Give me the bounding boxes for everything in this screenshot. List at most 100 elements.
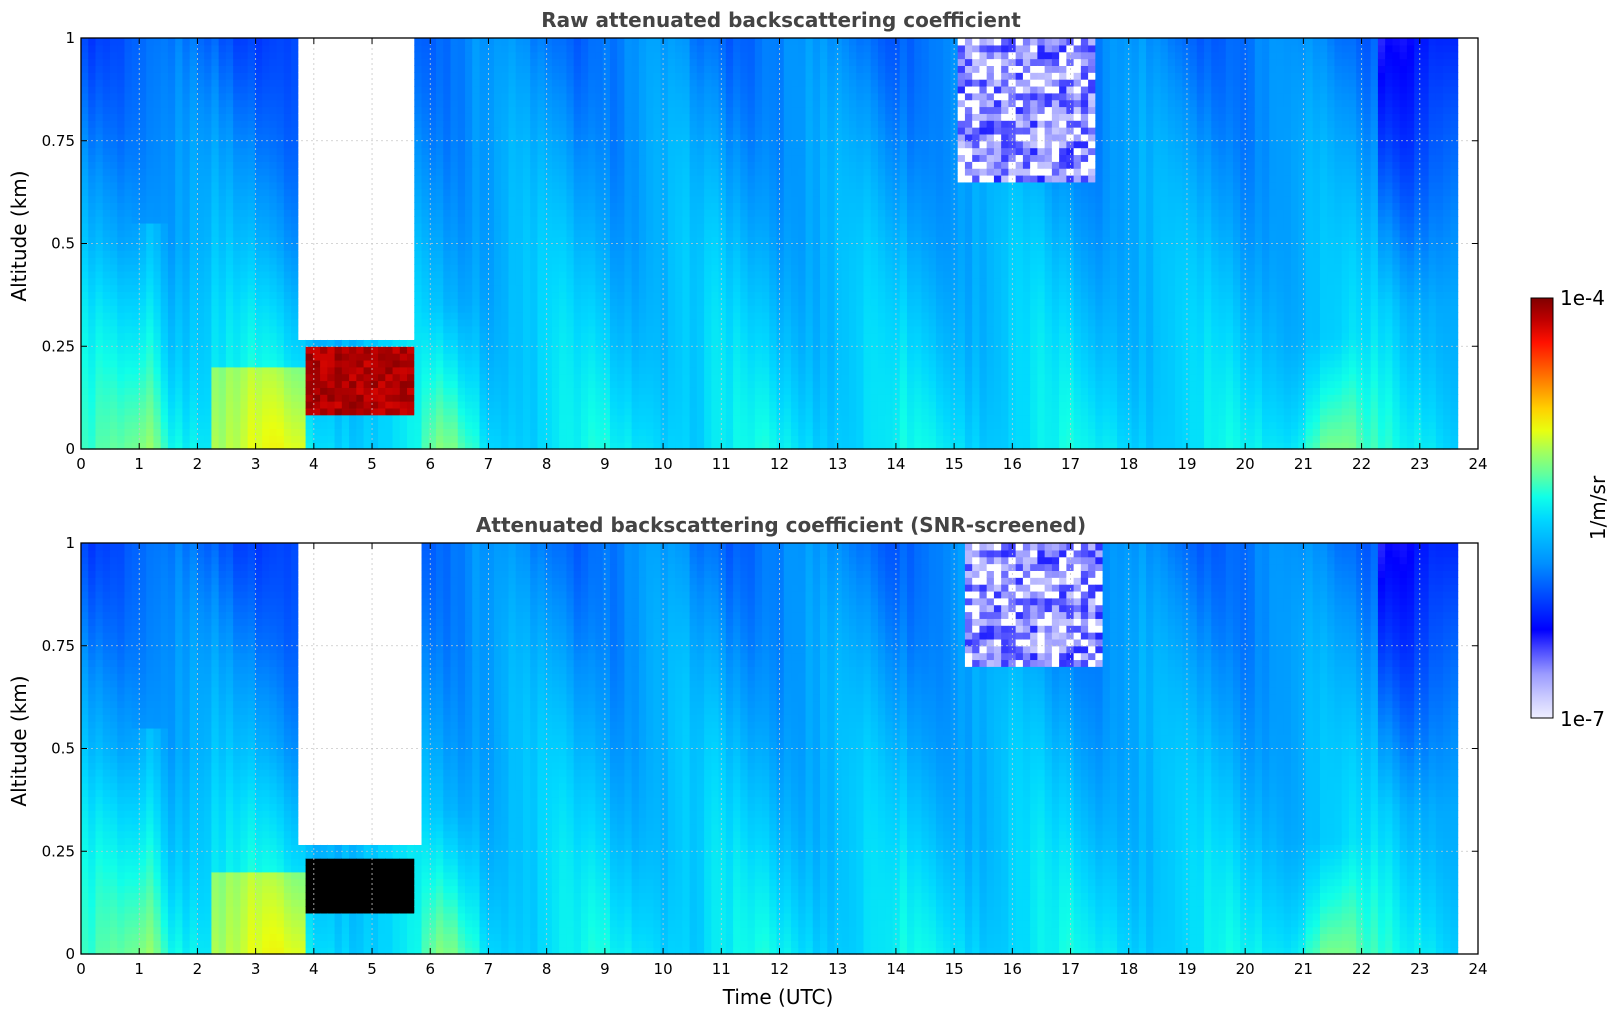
heatmap-cell: [450, 113, 459, 121]
heatmap-cell: [117, 270, 126, 279]
heatmap-cell: [124, 120, 133, 128]
heatmap-cell: [457, 332, 466, 340]
heatmap-cell: [283, 44, 292, 53]
heatmap-cell: [646, 181, 654, 190]
heatmap-cell: [472, 373, 481, 382]
heatmap-cell: [182, 346, 191, 354]
heatmap-cell: [428, 291, 437, 299]
heatmap-cell: [638, 270, 647, 279]
heatmap-cell: [479, 414, 488, 423]
heatmap-cell: [298, 236, 307, 245]
heatmap-cell: [580, 181, 589, 190]
heatmap-cell: [580, 175, 589, 183]
heatmap-cell: [305, 257, 314, 265]
heatmap-cell: [233, 394, 241, 402]
heatmap-cell: [660, 421, 669, 430]
heatmap-cell: [138, 147, 147, 156]
heatmap-cell: [530, 127, 539, 135]
heatmap-cell: [167, 127, 176, 135]
heatmap-cell: [262, 106, 270, 114]
heatmap-cell: [291, 65, 299, 73]
heatmap-cell: [254, 106, 263, 114]
heatmap-cell: [160, 38, 169, 46]
heatmap-cell: [595, 99, 604, 108]
heatmap-cell: [247, 38, 256, 46]
heatmap-cell: [211, 106, 220, 114]
heatmap-cell: [218, 257, 227, 265]
heatmap-cell: [457, 229, 466, 238]
heatmap-cell: [609, 106, 618, 114]
heatmap-cell: [225, 51, 234, 60]
heatmap-cell: [646, 298, 654, 306]
heatmap-cell: [298, 312, 307, 320]
heatmap-cell: [407, 346, 415, 354]
heatmap-cell: [175, 99, 184, 108]
heatmap-cell: [638, 188, 647, 197]
heatmap-cell: [457, 428, 466, 436]
heatmap-cell: [551, 188, 560, 197]
heatmap-cell: [675, 72, 683, 80]
heatmap-cell: [392, 442, 401, 450]
heatmap-cell: [580, 291, 589, 299]
heatmap-cell: [573, 428, 582, 436]
heatmap-cell: [233, 407, 241, 416]
heatmap-cell: [465, 154, 473, 162]
heatmap-cell: [81, 359, 89, 368]
heatmap-cell: [291, 44, 299, 53]
heatmap-cell: [81, 127, 89, 135]
heatmap-cell: [218, 394, 227, 402]
heatmap-cell: [138, 250, 147, 258]
heatmap-cell: [320, 339, 328, 347]
heatmap-cell: [196, 181, 205, 190]
heatmap-cell: [204, 414, 213, 423]
heatmap-cell: [515, 209, 524, 217]
heatmap-cell: [428, 202, 437, 210]
heatmap-cell: [646, 387, 654, 395]
heatmap-cell: [392, 72, 401, 80]
heatmap-cell: [81, 222, 89, 231]
heatmap-cell: [298, 168, 307, 176]
heatmap-cell: [312, 380, 321, 388]
heatmap-cell: [675, 373, 683, 382]
heatmap-cell: [479, 120, 488, 128]
heatmap-cell: [160, 264, 169, 272]
heatmap-cell: [327, 387, 336, 395]
heatmap-cell: [551, 44, 560, 53]
heatmap-cell: [378, 106, 386, 114]
heatmap-cell: [298, 140, 307, 149]
heatmap-cell: [450, 209, 459, 217]
heatmap-cell: [450, 181, 459, 190]
heatmap-cell: [240, 51, 249, 60]
heatmap-cell: [515, 428, 524, 436]
heatmap-cell: [465, 85, 473, 94]
heatmap-cell: [660, 353, 669, 361]
heatmap-cell: [407, 353, 415, 361]
heatmap-cell: [450, 154, 459, 162]
heatmap-cell: [486, 38, 495, 46]
heatmap-cell: [544, 133, 553, 142]
heatmap-cell: [196, 147, 205, 156]
heatmap-cell: [204, 264, 213, 272]
heatmap-cell: [515, 325, 524, 334]
heatmap-cell: [486, 106, 495, 114]
heatmap-cell: [153, 51, 162, 60]
heatmap-cell: [211, 332, 220, 340]
heatmap-cell: [81, 366, 89, 375]
heatmap-cell: [421, 270, 430, 279]
heatmap-cell: [508, 435, 517, 443]
heatmap-cell: [638, 264, 647, 272]
heatmap-cell: [225, 407, 234, 416]
heatmap-cell: [218, 154, 227, 162]
heatmap-cell: [341, 161, 350, 169]
heatmap-cell: [334, 168, 343, 176]
heatmap-cell: [182, 188, 191, 197]
heatmap-cell: [312, 428, 321, 436]
heatmap-cell: [646, 332, 654, 340]
heatmap-cell: [204, 222, 213, 231]
heatmap-cell: [117, 435, 126, 443]
heatmap-cell: [573, 380, 582, 388]
heatmap-cell: [421, 243, 430, 251]
heatmap-cell: [240, 202, 249, 210]
heatmap-cell: [414, 51, 423, 60]
heatmap-cell: [428, 339, 437, 347]
